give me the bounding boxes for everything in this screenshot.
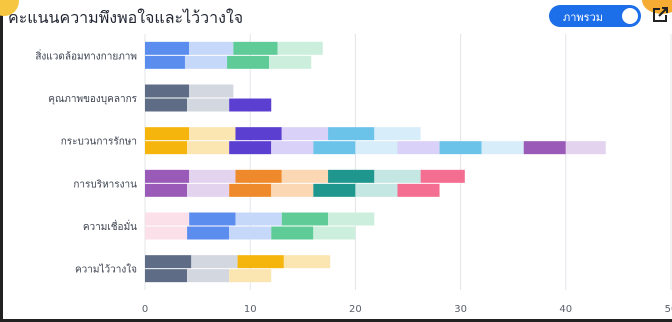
bar-segment[interactable]	[229, 269, 272, 283]
bar-segment[interactable]	[145, 226, 188, 240]
bar-segment[interactable]	[145, 84, 190, 98]
y-category-label: ความไว้วางใจ	[75, 264, 137, 276]
bar-segment[interactable]	[328, 127, 375, 141]
bar-segment[interactable]	[145, 98, 188, 112]
bar-segment[interactable]	[145, 141, 188, 155]
bar-segment[interactable]	[328, 169, 375, 183]
bar-segment[interactable]	[313, 226, 356, 240]
bar-segment[interactable]	[187, 269, 230, 283]
bar-segment[interactable]	[235, 212, 282, 226]
bar-segment[interactable]	[229, 98, 272, 112]
bar-segment[interactable]	[237, 255, 284, 269]
bar-segment[interactable]	[145, 169, 190, 183]
bar-segment[interactable]	[565, 141, 606, 155]
overview-toggle[interactable]: ภาพรวม	[549, 5, 641, 27]
bar-segment[interactable]	[283, 255, 331, 269]
bar-segment[interactable]	[189, 169, 236, 183]
bar-segment[interactable]	[281, 212, 329, 226]
bar-segment[interactable]	[271, 226, 314, 240]
bar-segment[interactable]	[187, 183, 230, 197]
bar-segment[interactable]	[187, 226, 230, 240]
bar-segment[interactable]	[313, 183, 356, 197]
bar-segment[interactable]	[397, 183, 440, 197]
x-tick-label: 0	[142, 304, 148, 315]
bar-segment[interactable]	[145, 55, 185, 69]
y-category-label: ความเชื่อมั่น	[83, 219, 137, 233]
bar-segment[interactable]	[187, 98, 230, 112]
bar-segment[interactable]	[277, 41, 323, 55]
bar-segment[interactable]	[189, 84, 234, 98]
x-tick-label: 20	[349, 304, 362, 315]
bar-segment[interactable]	[397, 141, 440, 155]
bar-segment[interactable]	[374, 127, 421, 141]
bar-segment[interactable]	[420, 169, 465, 183]
y-category-label: คุณภาพของบุคลากร	[48, 94, 137, 105]
bar-segment[interactable]	[313, 141, 356, 155]
bar-segment[interactable]	[355, 141, 398, 155]
bar-segment[interactable]	[233, 41, 278, 55]
x-tick-label: 10	[244, 304, 257, 315]
x-tick-label: 40	[559, 304, 572, 315]
x-tick-label: 30	[454, 304, 467, 315]
toggle-knob[interactable]	[622, 8, 638, 24]
bar-segment[interactable]	[191, 255, 238, 269]
chart-title: คะแนนความพึงพอใจและไว้วางใจ	[8, 8, 244, 27]
bar-segment[interactable]	[355, 183, 398, 197]
bar-segment[interactable]	[481, 141, 524, 155]
label-layer: 0 10 20 30 40 50 สิ่งแวดล้อมทางกายภาพคุณภาพของ…	[35, 48, 672, 315]
bar-segment[interactable]	[281, 169, 329, 183]
bar-segment[interactable]	[235, 127, 282, 141]
stacked-bar-chart: 0 10 20 30 40 50 สิ่งแวดล้อมทางกายภาพคุณภาพของ…	[35, 34, 672, 315]
bar-segment[interactable]	[523, 141, 566, 155]
y-category-label: กระบวนการรักษา	[61, 137, 137, 148]
bar-segment[interactable]	[269, 55, 312, 69]
bar-segment[interactable]	[281, 127, 329, 141]
bar-segment[interactable]	[187, 141, 230, 155]
bar-segment[interactable]	[145, 127, 190, 141]
bar-segment[interactable]	[145, 212, 190, 226]
overview-toggle-label: ภาพรวม	[563, 11, 604, 24]
bar-segment[interactable]	[184, 55, 228, 69]
y-category-label: การบริหารงาน	[73, 179, 137, 190]
bar-segment[interactable]	[439, 141, 482, 155]
bar-segment[interactable]	[328, 212, 375, 226]
grid-layer	[144, 34, 672, 290]
x-tick-label: 50	[665, 304, 672, 315]
y-category-label: สิ่งแวดล้อมทางกายภาพ	[35, 48, 137, 62]
bar-segment[interactable]	[189, 212, 236, 226]
bar-segment[interactable]	[145, 269, 188, 283]
external-link-icon[interactable]	[651, 6, 669, 24]
bar-segment[interactable]	[229, 226, 272, 240]
bar-segment[interactable]	[271, 141, 314, 155]
bar-segment[interactable]	[189, 41, 234, 55]
bar-segment[interactable]	[189, 127, 236, 141]
bar-segment[interactable]	[235, 169, 282, 183]
bar-segment[interactable]	[271, 183, 314, 197]
bar-segment[interactable]	[374, 169, 421, 183]
bar-layer	[145, 41, 606, 283]
bar-segment[interactable]	[145, 255, 192, 269]
bar-segment[interactable]	[227, 55, 270, 69]
bar-segment[interactable]	[145, 41, 190, 55]
bar-segment[interactable]	[145, 183, 188, 197]
bar-segment[interactable]	[229, 141, 272, 155]
bar-segment[interactable]	[229, 183, 272, 197]
